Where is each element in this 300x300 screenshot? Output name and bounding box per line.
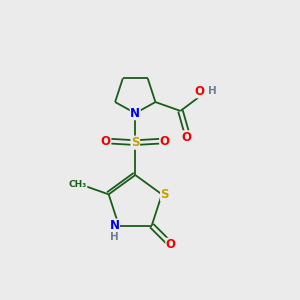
Text: O: O	[166, 238, 176, 251]
Text: S: S	[131, 136, 140, 149]
Text: O: O	[195, 85, 205, 98]
Text: H: H	[110, 232, 119, 242]
Text: CH₃: CH₃	[69, 180, 87, 189]
Text: N: N	[110, 219, 119, 232]
Text: S: S	[160, 188, 169, 201]
Text: H: H	[208, 86, 217, 96]
Text: O: O	[182, 131, 191, 144]
Text: O: O	[160, 135, 170, 148]
Text: O: O	[101, 135, 111, 148]
Text: N: N	[130, 107, 140, 120]
